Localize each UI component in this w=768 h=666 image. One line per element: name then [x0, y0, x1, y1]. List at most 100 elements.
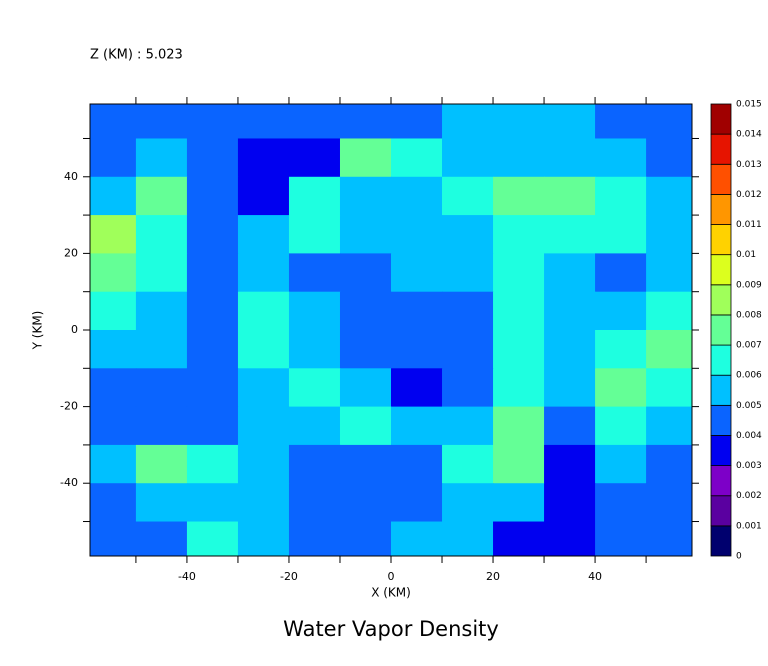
contour-cell: [237, 406, 290, 446]
y-tick-label: 0: [71, 323, 78, 336]
colorbar-label: 0.012: [736, 190, 762, 200]
contour-cell: [595, 291, 647, 331]
contour-cell: [135, 368, 188, 408]
contour-cell: [90, 291, 137, 331]
contour-cell: [135, 330, 188, 369]
colorbar-label: 0.005: [736, 401, 762, 411]
contour-cell: [442, 444, 494, 484]
colorbar-band: [710, 435, 732, 467]
contour-cell: [288, 138, 341, 178]
contour-cell: [595, 330, 647, 369]
contour-cell: [493, 444, 545, 484]
contour-cell: [90, 444, 137, 484]
contour-cell: [237, 521, 290, 557]
colorbar-label: 0.014: [736, 130, 762, 140]
colorbar-band: [710, 133, 732, 165]
colorbar-label: 0.003: [736, 461, 762, 471]
contour-cell: [646, 406, 693, 446]
contour-cell: [442, 406, 494, 446]
colorbar-label: 0.001: [736, 521, 762, 531]
contour-cell: [391, 215, 443, 254]
colorbar-band: [710, 344, 732, 376]
colorbar-label: 0.015: [736, 100, 762, 110]
contour-cell: [339, 253, 392, 293]
contour-cell: [595, 368, 647, 408]
contour-cell: [493, 521, 545, 557]
contour-cell: [237, 215, 290, 254]
colorbar-label: 0.004: [736, 431, 762, 441]
contour-cell: [391, 521, 443, 557]
contour-cell: [493, 406, 545, 446]
contour-cell: [595, 406, 647, 446]
contour-cell: [90, 138, 137, 178]
contour-cell: [90, 521, 137, 557]
colorbar-band: [710, 525, 732, 557]
colorbar-label: 0.006: [736, 371, 762, 381]
contour-cell: [391, 104, 443, 139]
colorbar-band: [710, 284, 732, 316]
contour-cell: [237, 291, 290, 331]
contour-cell: [544, 444, 596, 484]
contour-cell: [135, 138, 188, 178]
contour-cell: [135, 483, 188, 523]
contour-cell: [493, 483, 545, 523]
contour-cell: [90, 104, 137, 139]
colorbar-band: [710, 163, 732, 195]
contour-cell: [391, 406, 443, 446]
contour-cell: [442, 368, 494, 408]
contour-cell: [288, 483, 341, 523]
contour-cell: [493, 253, 545, 293]
contour-cell: [442, 176, 494, 216]
contour-cell: [135, 215, 188, 254]
colorbar-band: [710, 193, 732, 225]
contour-cell: [442, 330, 494, 369]
colorbar-band: [710, 314, 732, 346]
contour-cell: [288, 215, 341, 254]
contour-cell: [339, 521, 392, 557]
colorbar-label: 0.002: [736, 491, 762, 501]
colorbar-band: [710, 254, 732, 286]
contour-cell: [288, 291, 341, 331]
subtitle: Z (KM) : 5.023: [90, 48, 183, 63]
contour-cell: [339, 368, 392, 408]
contour-cell: [186, 368, 239, 408]
contour-cell: [135, 176, 188, 216]
contour-cell: [186, 483, 239, 523]
colorbar-band: [710, 103, 732, 135]
contour-cell: [493, 291, 545, 331]
contour-cell: [442, 291, 494, 331]
contour-cell: [288, 444, 341, 484]
contour-cell: [135, 406, 188, 446]
contour-cell: [493, 138, 545, 178]
contour-cell: [442, 521, 494, 557]
colorbar-label: 0.011: [736, 220, 762, 230]
colorbar-band: [710, 224, 732, 256]
contour-cell: [135, 291, 188, 331]
contour-cell: [544, 368, 596, 408]
contour-cell: [90, 176, 137, 216]
contour-cell: [288, 368, 341, 408]
contour-cell: [237, 176, 290, 216]
contour-cell: [288, 253, 341, 293]
contour-cell: [493, 330, 545, 369]
contour-cell: [544, 521, 596, 557]
y-tick-label: 40: [64, 170, 78, 183]
contour-cell: [442, 215, 494, 254]
x-axis-label: X (KM): [371, 586, 411, 600]
contour-cell: [135, 521, 188, 557]
contour-cell: [646, 330, 693, 369]
colorbar-band: [710, 404, 732, 436]
contour-cell: [646, 138, 693, 178]
contour-cell: [391, 176, 443, 216]
contour-cell: [391, 330, 443, 369]
contour-cell: [237, 138, 290, 178]
contour-cell: [391, 368, 443, 408]
contour-cell: [544, 176, 596, 216]
contour-cell: [595, 253, 647, 293]
contour-cell: [646, 444, 693, 484]
contour-cell: [646, 483, 693, 523]
contour-cell: [339, 291, 392, 331]
contour-cell: [493, 215, 545, 254]
contour-cell: [646, 521, 693, 557]
colorbar-band: [710, 374, 732, 406]
